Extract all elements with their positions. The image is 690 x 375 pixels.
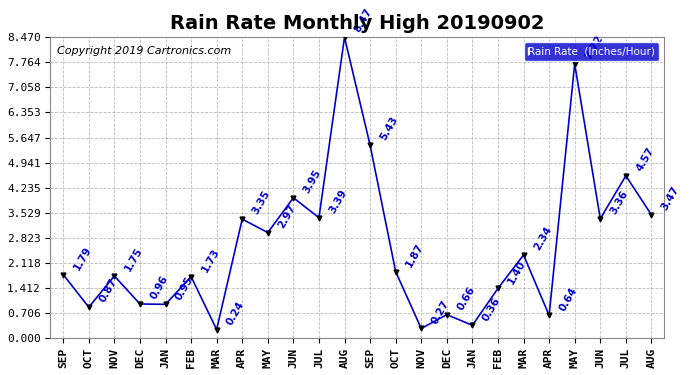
Text: 0.36: 0.36 (481, 295, 502, 322)
Text: 5.43: 5.43 (378, 115, 400, 142)
Text: 2.34: 2.34 (532, 225, 553, 252)
Text: 7.72: 7.72 (583, 34, 604, 61)
Text: 0.64: 0.64 (558, 285, 579, 313)
Text: 1.87: 1.87 (404, 242, 426, 269)
Text: 2.97: 2.97 (276, 202, 297, 230)
Text: 1.75: 1.75 (123, 246, 144, 273)
Text: 1.73: 1.73 (199, 246, 221, 274)
Title: Rain Rate Monthly High 20190902: Rain Rate Monthly High 20190902 (170, 14, 544, 33)
Text: 0.87: 0.87 (97, 277, 119, 304)
Text: 1.40: 1.40 (506, 258, 528, 286)
Text: 0.96: 0.96 (148, 274, 170, 301)
Text: 3.35: 3.35 (250, 189, 272, 216)
Text: 4.57: 4.57 (634, 146, 656, 173)
Text: 3.39: 3.39 (327, 188, 348, 215)
Text: 3.36: 3.36 (609, 189, 630, 216)
Text: 0.66: 0.66 (455, 285, 477, 312)
Text: 3.47: 3.47 (660, 184, 682, 212)
Text: 0.24: 0.24 (225, 299, 246, 327)
Text: 0.27: 0.27 (430, 298, 451, 326)
Text: 1.79: 1.79 (72, 244, 93, 272)
Text: Copyright 2019 Cartronics.com: Copyright 2019 Cartronics.com (57, 46, 230, 56)
Legend: Rain Rate  (Inches/Hour): Rain Rate (Inches/Hour) (524, 42, 659, 61)
Text: 8.47: 8.47 (353, 7, 375, 34)
Text: 3.95: 3.95 (302, 168, 323, 195)
Text: 0.95: 0.95 (174, 274, 195, 302)
